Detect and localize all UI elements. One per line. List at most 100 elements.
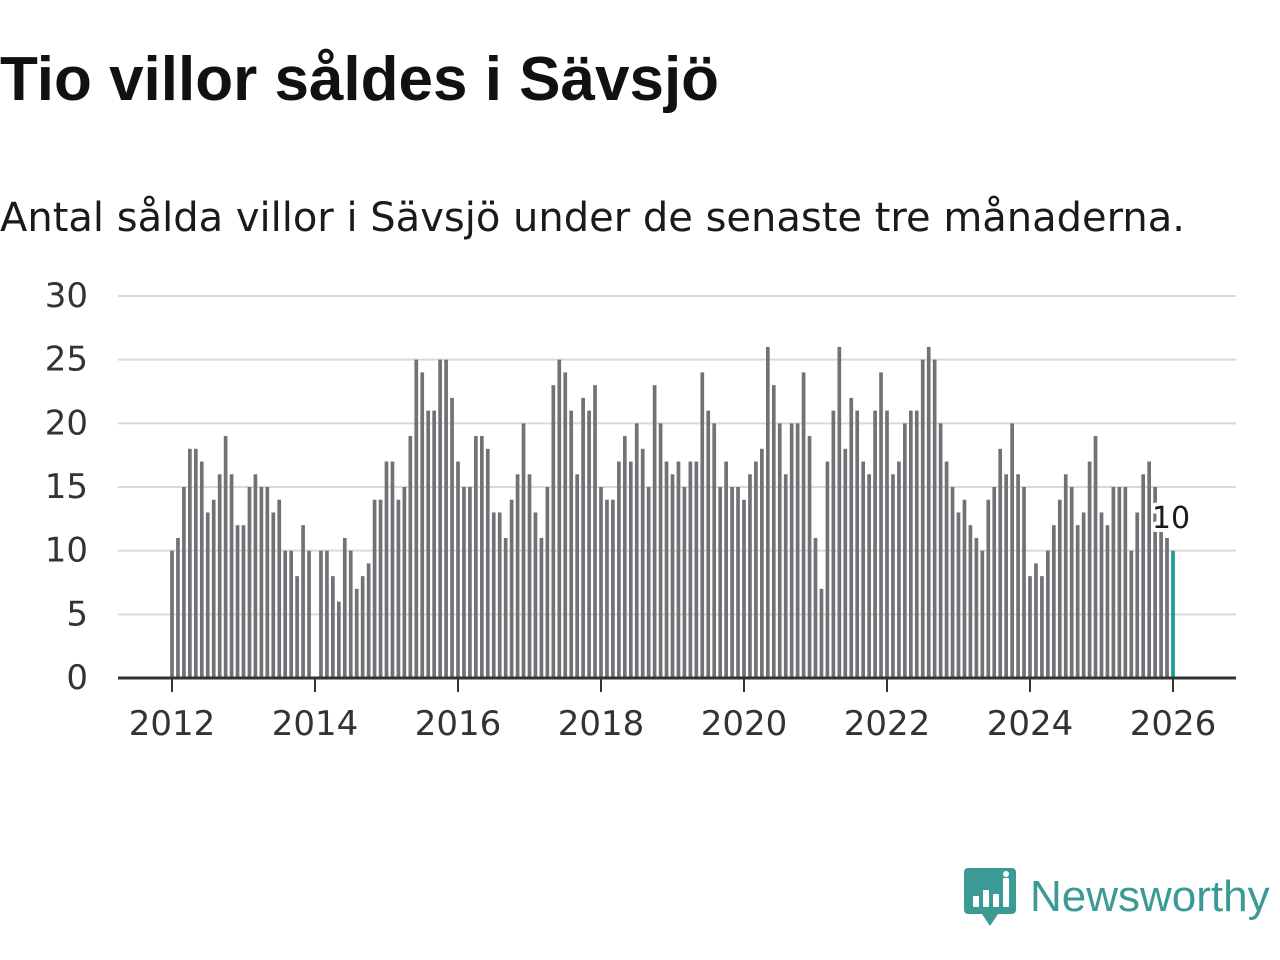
x-tick-label: 2014 (272, 704, 359, 744)
bar (992, 487, 997, 678)
bar (754, 461, 758, 678)
bar (968, 525, 973, 678)
bar (545, 487, 550, 678)
bar (897, 461, 901, 678)
newsworthy-logo: Newsworthy (962, 862, 1270, 932)
bar (986, 499, 991, 678)
bar (301, 525, 305, 678)
bar (777, 423, 782, 678)
bar (1010, 423, 1014, 678)
bar (515, 474, 520, 678)
bar (223, 436, 228, 678)
bar (259, 487, 264, 678)
chart-subtitle: Antal sålda villor i Sävsjö under de sen… (0, 195, 1185, 241)
bar (688, 461, 693, 678)
bar (712, 423, 717, 678)
bar (390, 461, 395, 678)
bar (503, 537, 508, 678)
bar (491, 512, 496, 678)
bar (658, 423, 663, 678)
bar (1004, 474, 1009, 678)
bar (170, 550, 174, 678)
bar (1129, 550, 1134, 678)
bar (384, 461, 389, 678)
bar (950, 487, 955, 678)
bar (295, 576, 299, 678)
bar (468, 487, 472, 678)
bar (575, 474, 580, 678)
bar (521, 423, 526, 678)
bar (366, 563, 371, 678)
bar (819, 588, 824, 678)
bar (527, 474, 532, 678)
bar (354, 588, 359, 678)
bar (241, 525, 246, 678)
y-tick-label: 25 (45, 340, 88, 380)
bar (319, 550, 323, 678)
bar (706, 410, 711, 678)
bar (855, 410, 860, 678)
bar (831, 410, 836, 678)
bar (450, 397, 454, 678)
bar (742, 499, 746, 678)
y-tick-label: 0 (66, 658, 88, 698)
bar (569, 410, 574, 678)
bar (593, 385, 597, 678)
bar (944, 461, 949, 678)
bar (456, 461, 460, 678)
bar (682, 487, 687, 678)
bar (724, 461, 728, 678)
bar (748, 474, 752, 678)
bar (605, 499, 609, 678)
bar (182, 487, 186, 678)
bar (974, 537, 979, 678)
bar (634, 423, 639, 678)
bar (1046, 550, 1050, 678)
y-tick-label: 30 (45, 276, 88, 316)
bar (1111, 487, 1116, 678)
bar (307, 550, 311, 678)
bar (670, 474, 675, 678)
brand-name: Newsworthy (1030, 872, 1270, 921)
bar (718, 487, 723, 678)
bar (432, 410, 437, 678)
bar (426, 410, 431, 678)
bar (1028, 576, 1032, 678)
x-tick-label: 2018 (558, 704, 645, 744)
bar (617, 461, 621, 678)
bar (932, 359, 937, 678)
bar (325, 550, 329, 678)
bar (765, 346, 770, 678)
bar (1040, 576, 1044, 678)
bar (277, 499, 282, 678)
y-axis-tick-labels: 0 5 10 15 20 25 30 (45, 276, 88, 698)
bar (1141, 474, 1146, 678)
last-value-label: 10 (1152, 501, 1190, 536)
y-tick-label: 5 (66, 594, 88, 634)
bar (1093, 436, 1098, 678)
x-axis (118, 676, 1236, 692)
bar (217, 474, 222, 678)
bar (837, 346, 842, 678)
bar (253, 474, 258, 678)
bar (879, 372, 883, 678)
x-tick-label: 2012 (129, 704, 216, 744)
bar (736, 487, 740, 678)
bar (861, 461, 866, 678)
bar (998, 448, 1003, 678)
bar (1063, 474, 1068, 678)
bar (914, 410, 919, 678)
bar (283, 550, 288, 678)
bar (640, 448, 645, 678)
bar (903, 423, 907, 678)
bar (474, 436, 478, 678)
bar (199, 461, 204, 678)
x-tick-label: 2016 (415, 704, 502, 744)
bar (962, 499, 967, 678)
bar (336, 601, 341, 678)
bar (700, 372, 705, 678)
y-tick-label: 20 (45, 403, 88, 443)
bar (414, 359, 419, 678)
newsworthy-chart-bubble-icon (964, 868, 1016, 926)
bar (611, 499, 615, 678)
